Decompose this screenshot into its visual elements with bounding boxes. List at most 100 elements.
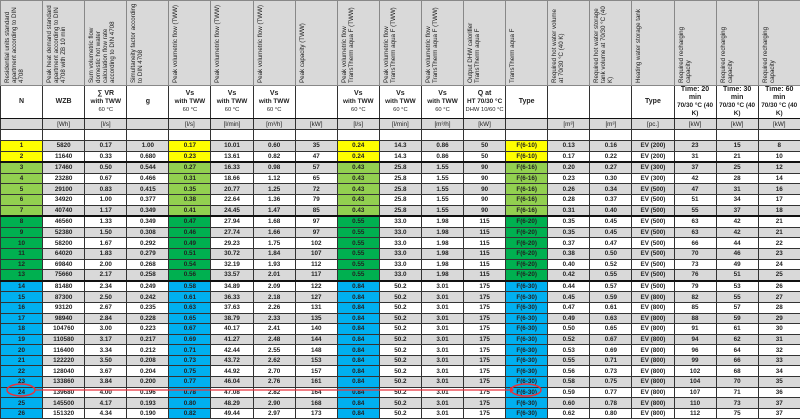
table-cell: 102 (295, 238, 337, 249)
table-cell: 0.56 (548, 366, 590, 377)
table-cell: EV (500) (632, 194, 674, 205)
table-cell: 0.349 (127, 216, 169, 227)
table-cell: 0.61 (590, 302, 632, 313)
table-cell: 115 (464, 238, 506, 249)
table-cell: 1 (1, 141, 43, 152)
table-cell: 94 (674, 334, 716, 345)
table-cell: 0.43 (337, 194, 379, 205)
table-cell: 175 (464, 334, 506, 345)
unit-cell (127, 119, 169, 130)
table-cell: F(6-16) (506, 194, 548, 205)
table-cell: 128040 (43, 366, 85, 377)
table-cell: 3.01 (421, 387, 463, 398)
table-cell: 0.235 (127, 302, 169, 313)
unit-cell: [l/min] (379, 119, 421, 130)
table-cell: 22 (1, 366, 43, 377)
table-cell: 175 (464, 345, 506, 356)
table-cell: 99 (674, 355, 716, 366)
table-cell: 102 (674, 366, 716, 377)
table-cell: 140 (295, 324, 337, 335)
table-cell: EV (800) (632, 292, 674, 303)
table-cell: 0.190 (127, 408, 169, 419)
table-cell: 110 (674, 398, 716, 409)
table-cell: EV (500) (632, 281, 674, 292)
table-cell: 1.84 (253, 248, 295, 259)
table-cell: 0.33 (85, 151, 127, 162)
table-cell: 33.0 (379, 238, 421, 249)
table-cell: 48.29 (211, 398, 253, 409)
table-cell: 50.2 (379, 377, 421, 388)
table-cell: 12 (1, 259, 43, 270)
table-cell: EV (800) (632, 345, 674, 356)
table-cell: 0.44 (548, 281, 590, 292)
table-cell: 0.55 (590, 270, 632, 281)
table-cell: 0.193 (127, 398, 169, 409)
table-cell: 2.84 (85, 313, 127, 324)
table-cell: 0.20 (548, 162, 590, 173)
table-cell: 0.69 (169, 334, 211, 345)
table-cell: 97 (295, 227, 337, 238)
table-cell: 3.01 (421, 313, 463, 324)
symbol-line: 60 °C (85, 106, 126, 114)
table-cell: 17 (758, 194, 800, 205)
column-header-label: Required recharging capacity (675, 1, 695, 85)
table-cell: 79 (674, 281, 716, 292)
table-cell: 3.01 (421, 377, 463, 388)
table-cell: 25.8 (379, 194, 421, 205)
column-header-label: Simultaneity factor according to DIN 470… (127, 1, 147, 85)
table-cell: 0.67 (590, 334, 632, 345)
table-cell: F(6-30) (506, 398, 548, 409)
table-cell: 168 (295, 398, 337, 409)
table-cell: 26 (758, 281, 800, 292)
table-cell: EV (800) (632, 324, 674, 335)
column-header-label: Peak volumetric flow (TWW) (169, 1, 182, 85)
table-cell: 0.55 (337, 216, 379, 227)
unit-cell: [l/min] (211, 119, 253, 130)
table-cell: EV (500) (632, 216, 674, 227)
table-cell: 0.65 (169, 313, 211, 324)
symbol-line: Vs (380, 90, 421, 98)
empty-cell (253, 130, 295, 141)
table-cell: 3.01 (421, 408, 463, 419)
column-header-label: Required hot water volume at 70/30 °C (4… (548, 1, 568, 85)
table-cell: 0.84 (337, 398, 379, 409)
table-cell: 0.268 (127, 259, 169, 270)
table-cell: 85 (295, 205, 337, 216)
table-cell: F(6-16) (506, 184, 548, 195)
table-cell: 28 (716, 173, 758, 184)
table-cell: 30 (758, 324, 800, 335)
table-cell: 43.72 (211, 355, 253, 366)
table-cell: 0.242 (127, 292, 169, 303)
symbol-line: Vs (254, 90, 295, 98)
table-cell: F(6-30) (506, 313, 548, 324)
table-cell: 0.49 (548, 313, 590, 324)
